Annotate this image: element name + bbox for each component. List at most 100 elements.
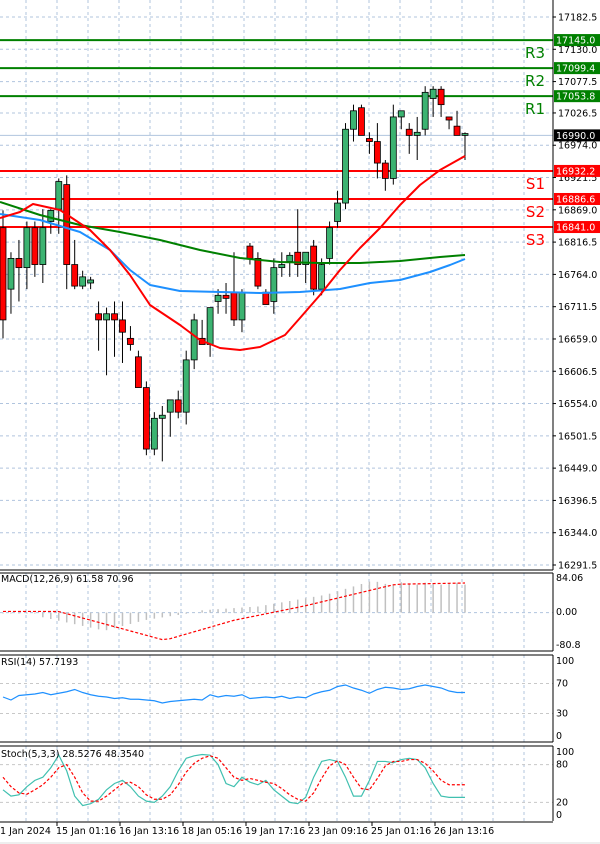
candle-body <box>445 116 453 121</box>
candle-body <box>71 264 79 287</box>
candle[interactable] <box>23 221 31 290</box>
level-price-tag <box>554 34 600 47</box>
candle[interactable] <box>95 301 102 351</box>
candle[interactable] <box>230 252 238 327</box>
candle-body <box>389 116 397 179</box>
candle[interactable] <box>135 350 142 388</box>
candle[interactable] <box>421 86 429 136</box>
candle[interactable] <box>302 251 310 284</box>
axis-tick-label: 84.06 <box>556 573 583 584</box>
candle[interactable] <box>158 406 166 462</box>
candle[interactable] <box>318 258 326 296</box>
candle[interactable] <box>63 175 71 290</box>
level-price-tag <box>554 62 600 75</box>
candle-body <box>15 258 23 269</box>
price-tick-label: 16659.0 <box>558 334 597 345</box>
candle[interactable] <box>150 412 158 456</box>
candle[interactable] <box>87 276 95 290</box>
candle[interactable] <box>366 132 373 154</box>
candle-body <box>55 181 63 210</box>
candle[interactable] <box>413 116 421 160</box>
candle[interactable] <box>127 326 134 351</box>
time-tick-label: 15 Jan 01:16 <box>56 826 116 837</box>
candle[interactable] <box>262 289 270 305</box>
candle[interactable] <box>405 123 413 154</box>
axis-tick-label: 0 <box>556 810 562 821</box>
candle[interactable] <box>0 210 7 339</box>
price-tick-label: 16606.5 <box>558 367 597 378</box>
time-tick-label: 25 Jan 01:16 <box>371 826 431 837</box>
candle-body <box>238 291 246 321</box>
candle[interactable] <box>79 270 87 290</box>
candle[interactable] <box>373 123 381 179</box>
candle[interactable] <box>278 252 286 277</box>
candle[interactable] <box>7 252 15 314</box>
candle[interactable] <box>294 209 302 277</box>
candle-body <box>302 251 310 265</box>
candle[interactable] <box>334 190 341 228</box>
candle[interactable] <box>326 221 333 265</box>
candle-body <box>381 162 389 179</box>
candle[interactable] <box>342 123 349 210</box>
candle[interactable] <box>310 239 318 296</box>
candle[interactable] <box>31 221 39 277</box>
candle[interactable] <box>222 283 230 314</box>
candle[interactable] <box>15 239 23 302</box>
candle-body <box>429 88 437 99</box>
candle[interactable] <box>350 104 357 142</box>
candle-body <box>214 294 222 302</box>
candle[interactable] <box>142 381 150 456</box>
candle[interactable] <box>47 209 55 234</box>
candle[interactable] <box>214 289 222 314</box>
price-tick-label: 17182.5 <box>558 13 597 24</box>
candle[interactable] <box>286 252 294 277</box>
candle-body <box>166 399 174 413</box>
ma-fast-line <box>0 155 466 351</box>
time-tick-label: 18 Jan 05:16 <box>182 826 242 837</box>
candle[interactable] <box>206 307 214 357</box>
candle[interactable] <box>453 110 461 136</box>
candle[interactable] <box>358 104 365 136</box>
price-axis[interactable]: 17182.5 17130.0 17077.5 17026.5 16974.0 16921… <box>552 0 600 572</box>
candle-body <box>262 291 270 305</box>
candle[interactable] <box>103 307 110 376</box>
level-name-r2: R2 <box>525 72 545 90</box>
candlesticks[interactable] <box>0 86 469 462</box>
level-name-s2: S2 <box>526 203 545 221</box>
candle[interactable] <box>119 301 126 363</box>
candle-body <box>294 251 302 265</box>
candle-body <box>230 291 238 321</box>
candle[interactable] <box>445 116 453 130</box>
candle[interactable] <box>174 390 182 419</box>
time-axis[interactable]: 1 Jan 2024 15 Jan 01:16 16 Jan 13:16 18 Jan… <box>0 822 494 837</box>
candle[interactable] <box>246 243 254 265</box>
level-name-r1: R1 <box>525 100 545 118</box>
level-price-tag-text: 16841.0 <box>556 223 595 234</box>
price-tick-label: 16501.5 <box>558 431 597 442</box>
axis-tick-label: -80.8 <box>556 640 581 651</box>
candle[interactable] <box>437 86 445 117</box>
price-tick-label: 16816.5 <box>558 238 597 249</box>
level-price-tag <box>554 221 600 234</box>
axis-tick-label: 0 <box>556 731 562 742</box>
candle[interactable] <box>397 110 405 130</box>
candle[interactable] <box>429 86 437 117</box>
candle[interactable] <box>71 239 79 290</box>
candle-body <box>150 417 158 450</box>
candle[interactable] <box>381 159 389 191</box>
axis-tick-label: 0.00 <box>556 607 577 618</box>
candle[interactable] <box>166 399 174 437</box>
candle[interactable] <box>270 258 278 314</box>
current-price-tag <box>554 129 600 142</box>
candle[interactable] <box>182 350 190 425</box>
candle[interactable] <box>190 313 198 370</box>
candle-body <box>326 227 333 259</box>
candle-body <box>47 210 55 222</box>
candle[interactable] <box>389 104 397 185</box>
candle-body <box>31 227 39 265</box>
candle[interactable] <box>111 301 118 357</box>
price-tick-label: 16869.0 <box>558 205 597 216</box>
candle[interactable] <box>461 132 469 160</box>
candle[interactable] <box>254 252 262 290</box>
